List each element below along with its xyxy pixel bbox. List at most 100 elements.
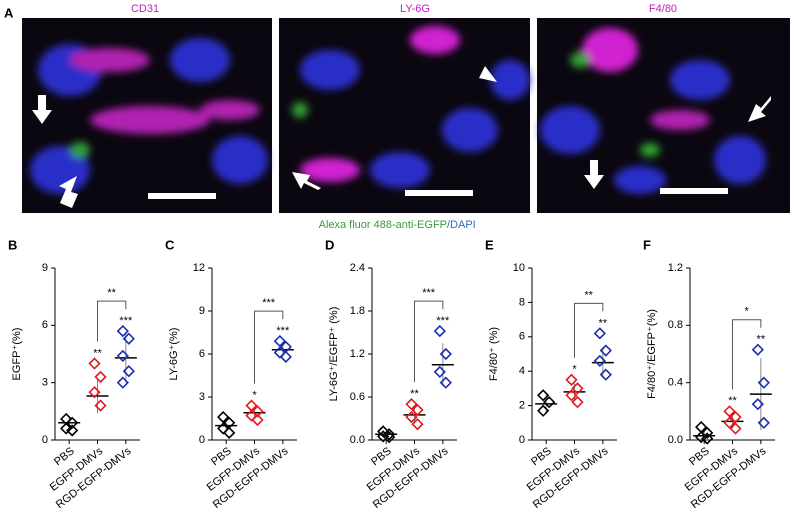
y-axis-label: LY-6G⁺(%) [168,328,180,381]
y-tick-label: 1.2 [350,348,365,360]
y-axis-label: LY-6G⁺/EGFP⁺ (%) [328,307,340,402]
data-point [751,343,764,356]
y-tick-label: 4 [519,365,525,377]
y-tick-label: 2 [519,400,525,412]
data-point [383,428,396,441]
significance: ** [757,334,766,346]
data-point [94,370,107,384]
data-point [571,396,584,409]
data-point [543,396,556,409]
bracket-label: *** [422,287,436,299]
bracket-label: ** [584,289,593,301]
data-point [217,422,230,435]
image-label: CD31 [131,3,159,15]
data-point [723,416,736,429]
data-point [116,349,129,363]
data-point [405,398,418,411]
data-point [433,365,446,379]
data-point [439,376,452,389]
y-tick-label: 6 [42,319,48,331]
bracket-label: * [745,306,750,318]
bracket [732,319,762,390]
y-tick-label: 0.0 [350,434,365,446]
significance: ** [93,347,102,359]
data-point [593,327,606,340]
data-point [757,416,770,429]
significance: ** [410,388,419,400]
data-point [757,376,770,389]
image-label: F4/80 [649,3,677,15]
y-tick-label: 6 [199,348,205,360]
y-tick-label: 0.8 [668,319,683,331]
y-tick-label: 2.4 [350,262,365,274]
data-point [116,376,129,389]
y-tick-label: 3 [199,391,205,403]
bracket [414,300,444,383]
micrograph [537,18,790,213]
y-tick-label: 3 [42,377,48,389]
significance: * [572,364,577,376]
y-axis-label: EGFP⁺(%) [11,328,23,381]
y-tick-label: 6 [519,331,525,343]
data-point [88,386,101,399]
data-point [279,350,292,363]
image-label: LY-6G [400,3,430,15]
panel-label: E [485,237,494,252]
data-point [122,365,135,378]
bracket [97,300,127,342]
data-point [405,410,418,424]
data-point [729,410,742,424]
y-tick-label: 8 [519,296,525,308]
caption: Alexa fluor 488-anti-EGFP [319,219,447,231]
y-tick-label: 10 [513,262,525,274]
y-axis-label: F4/80⁺ (%) [488,327,500,381]
data-point [273,334,286,348]
data-point [439,347,452,361]
y-tick-label: 9 [199,305,205,317]
y-tick-label: 0.6 [350,391,365,403]
bracket [574,302,604,358]
data-point [88,357,101,370]
data-point [537,404,550,417]
caption: /DAPI [447,219,476,231]
data-point [122,332,135,345]
data-point [537,389,550,402]
significance: *** [436,315,450,327]
bracket [254,310,284,384]
y-tick-label: 0 [519,434,525,446]
data-point [245,409,258,422]
bracket-label: *** [262,297,276,309]
data-point [66,416,79,429]
data-point [565,389,578,402]
significance: *** [119,315,133,327]
data-point [116,324,129,338]
y-tick-label: 0.0 [668,434,683,446]
data-point [66,424,79,437]
data-point [60,422,73,435]
significance: *** [276,325,290,337]
data-point [593,354,606,368]
data-point [701,432,714,445]
micrograph [22,18,272,213]
data-point [565,373,578,386]
data-point [411,403,424,417]
panel-label: C [165,237,175,252]
bracket-label: ** [107,287,116,299]
data-point [599,344,612,357]
data-point [599,368,612,381]
y-tick-label: 0 [199,434,205,446]
significance: * [252,390,257,402]
y-tick-label: 1.8 [350,305,365,317]
data-point [377,425,390,438]
y-axis-label: F4/80⁺/EGFP⁺(%) [646,309,658,399]
y-tick-label: 1.2 [668,262,683,274]
data-point [723,405,736,418]
data-point [217,410,230,424]
data-point [729,422,742,435]
data-point [94,399,107,412]
y-tick-label: 0 [42,434,48,446]
panel-label: A [4,5,14,20]
data-point [433,324,446,338]
significance: ** [599,317,608,329]
data-point [223,426,236,439]
